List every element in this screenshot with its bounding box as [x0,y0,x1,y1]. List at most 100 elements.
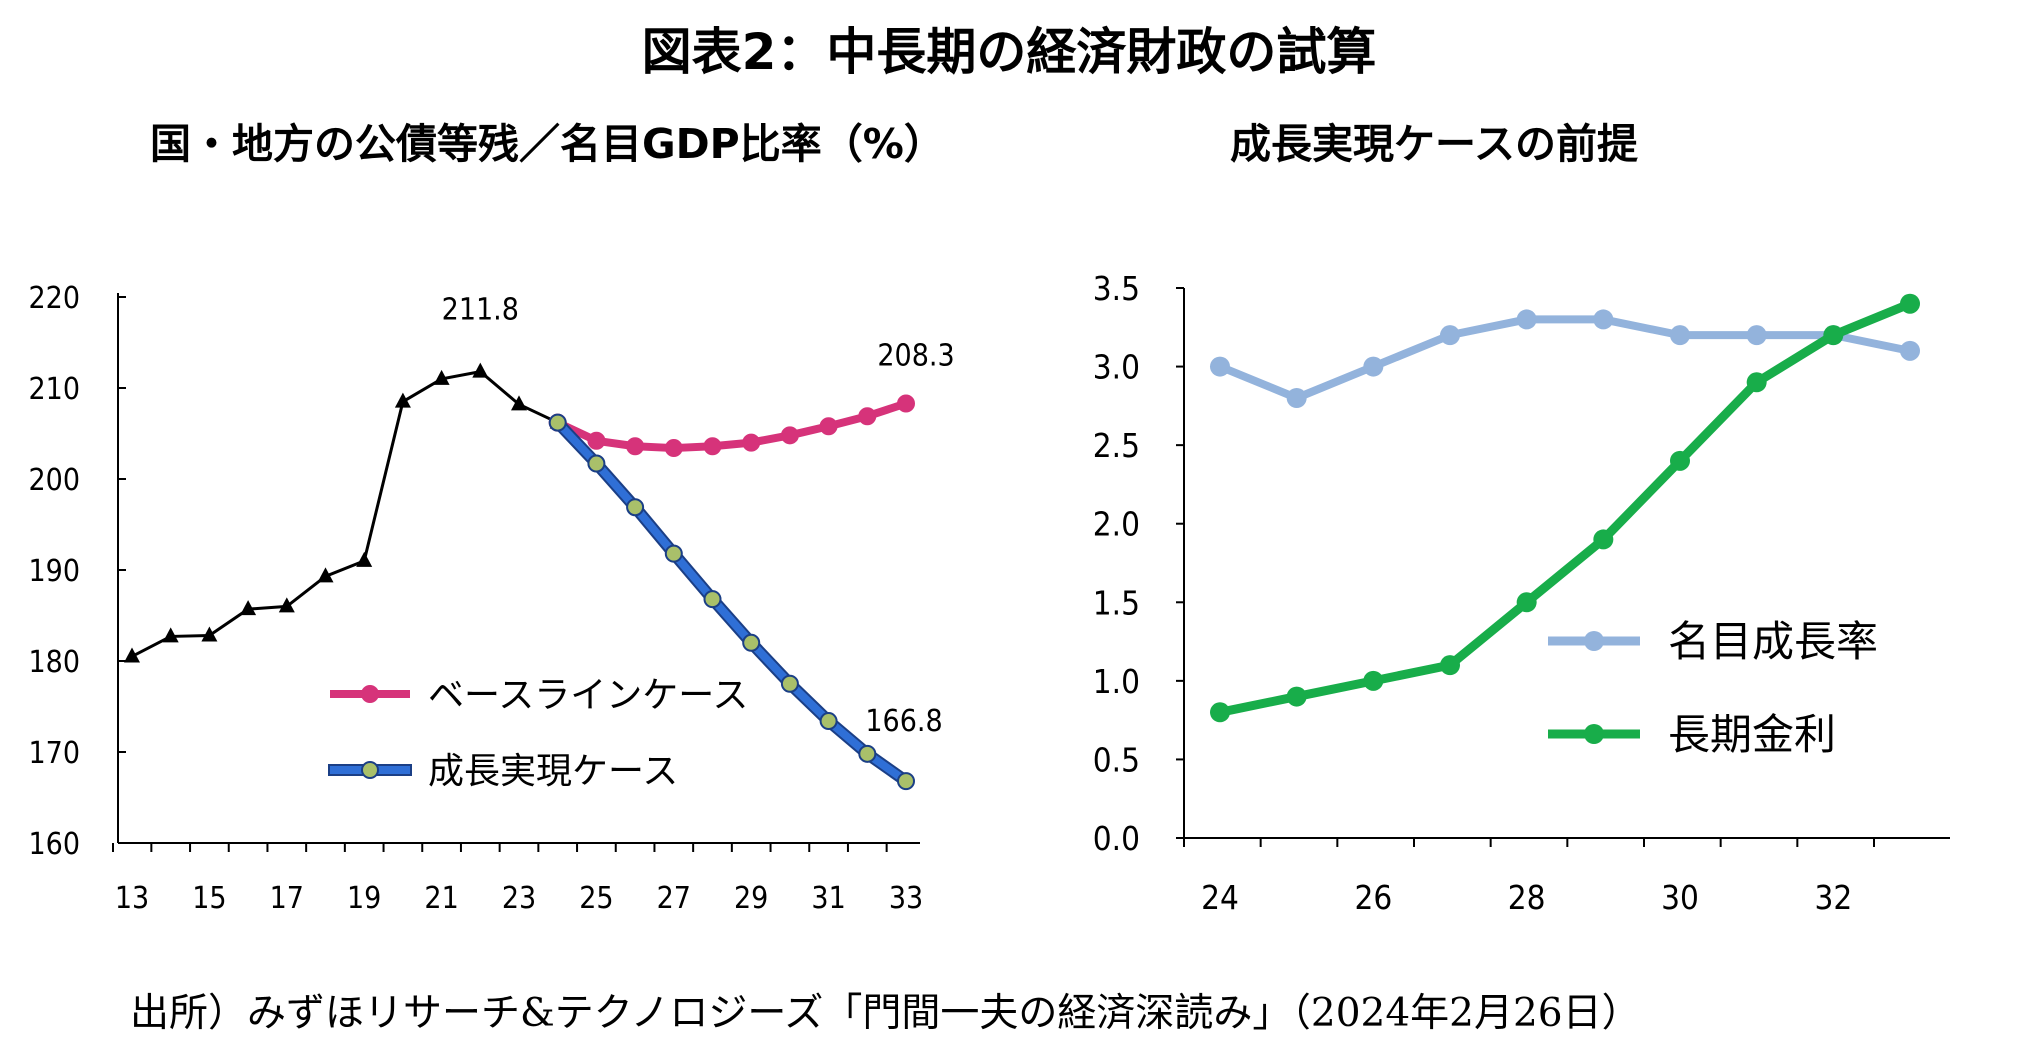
historical-point [124,647,140,663]
historical-point [240,600,257,616]
growth-point [587,454,606,473]
baseline-point [780,426,799,445]
y-tick-label: 220 [28,281,80,316]
nominal-growth-point [1286,388,1307,408]
nominal-growth-point [1440,325,1460,346]
x-tick-label: 26 [1354,878,1392,917]
legend-swatch-marker [361,685,379,703]
data-label: 166.8 [865,704,942,739]
growth-point [548,413,567,432]
y-tick-label: 1.0 [1093,662,1140,701]
long-rate-point [1286,686,1307,707]
x-tick-label: 33 [889,881,923,916]
baseline-point [626,437,645,456]
long-rate-point [1823,325,1844,346]
growth-point [858,744,877,763]
y-tick-label: 0.0 [1093,819,1140,858]
baseline-point [664,439,683,458]
baseline-point [587,431,606,450]
y-tick-label: 2.0 [1093,505,1140,544]
growth-point [819,712,838,731]
y-tick-label: 180 [28,645,80,680]
long-rate-point [1900,293,1920,314]
y-tick-label: 3.5 [1093,269,1140,308]
legend-swatch-marker [1584,631,1604,651]
long-rate-point [1670,450,1690,471]
y-tick-label: 0.5 [1093,740,1140,779]
source-note: 出所）みずほリサーチ&テクノロジーズ「門間一夫の経済深読み」（2024年2月26… [130,991,1641,1036]
x-tick-label: 17 [270,881,304,916]
y-tick-label: 210 [28,372,80,407]
long-rate-point [1593,529,1614,550]
x-tick-label: 27 [657,881,691,916]
x-tick-label: 24 [1201,878,1239,917]
historical-point [278,597,295,613]
y-tick-label: 190 [28,554,80,589]
x-tick-label: 29 [734,881,768,916]
growth-line [554,419,909,785]
baseline-point [819,417,838,436]
right-chart-subtitle: 成長実現ケースの前提 [1230,120,1638,168]
x-tick-label: 32 [1814,878,1852,917]
growth-point [897,772,915,791]
legend-label: 成長実現ケース [428,751,678,792]
baseline-point [858,407,877,426]
y-tick-label: 1.5 [1093,583,1140,622]
nominal-growth-point [1593,309,1614,330]
nominal-growth-point [1516,309,1537,330]
nominal-growth-line [1218,315,1911,402]
growth-point [780,674,799,693]
legend-label: 長期金利 [1668,710,1836,759]
y-tick-label: 3.0 [1093,348,1140,387]
y-tick-label: 160 [28,827,80,862]
legend-label: ベースラインケース [428,675,748,716]
historical-point [472,362,489,378]
x-tick-label: 21 [424,881,458,916]
x-tick-label: 28 [1508,878,1546,917]
left-chart-subtitle: 国・地方の公債等残／名目GDP比率（%） [150,120,945,168]
long-rate-line [1219,299,1912,717]
growth-point [626,498,645,517]
baseline-point [703,437,722,456]
nominal-growth-point [1900,340,1920,361]
baseline-line [555,399,908,453]
baseline-point [897,394,915,413]
nominal-growth-point [1210,356,1230,377]
historical-point [394,392,411,408]
historical-point [317,567,334,583]
legend-label: 名目成長率 [1668,617,1878,666]
x-tick-label: 30 [1661,878,1699,917]
figure-title: 図表2：中長期の経済財政の試算 [641,23,1377,81]
nominal-growth-point [1746,325,1767,346]
x-tick-label: 13 [115,881,149,916]
x-tick-label: 25 [579,881,613,916]
legend-swatch-marker [361,761,379,779]
data-label: 208.3 [877,338,954,373]
long-rate-point [1363,670,1384,691]
x-tick-label: 15 [192,881,226,916]
long-rate-point [1746,372,1767,393]
y-tick-label: 200 [28,463,80,498]
x-tick-label: 19 [347,881,381,916]
x-tick-label: 23 [502,881,536,916]
nominal-growth-point [1670,325,1690,346]
historical-point [162,627,179,643]
nominal-growth-point [1363,356,1384,377]
y-tick-label: 2.5 [1093,426,1140,465]
long-rate-point [1210,702,1230,723]
growth-point [703,590,722,609]
baseline-point [742,433,761,452]
x-tick-label: 31 [811,881,845,916]
growth-point [742,633,761,652]
historical-point [201,626,218,642]
y-tick-label: 170 [28,736,80,771]
long-rate-point [1516,592,1537,613]
growth-point [664,544,683,563]
historical-point [511,395,527,411]
data-label: 211.8 [442,293,519,328]
long-rate-point [1440,655,1460,676]
legend-swatch-marker [1584,724,1604,744]
historical-point [433,369,450,385]
